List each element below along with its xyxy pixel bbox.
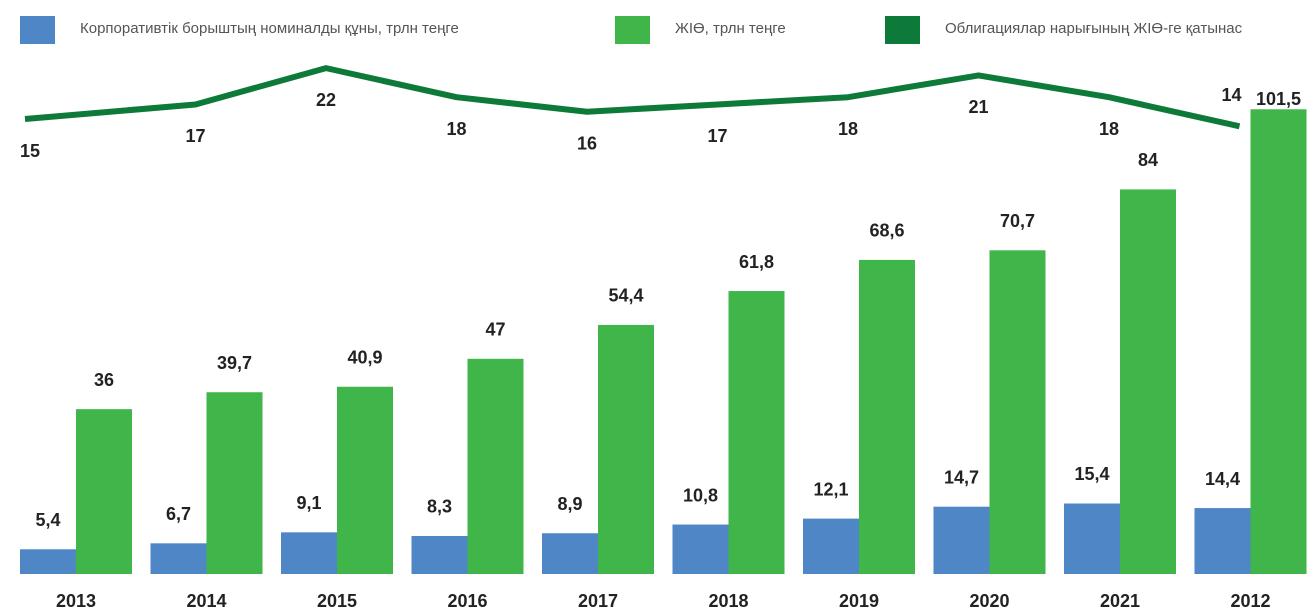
bar [989, 250, 1046, 574]
value-label: 18 [1099, 119, 1119, 139]
value-label: 15,4 [1074, 464, 1109, 484]
bar [281, 532, 337, 574]
legend-label: ЖІӨ, трлн теңге [675, 20, 786, 37]
legend-label: Облигациялар нарығының ЖІӨ-ге қатынас [945, 20, 1243, 37]
value-label: 36 [94, 370, 114, 390]
x-tick-label: 2019 [839, 591, 879, 611]
value-label: 10,8 [683, 485, 718, 505]
bar [1194, 508, 1251, 574]
value-label: 70,7 [1000, 211, 1035, 231]
value-label: 8,9 [557, 494, 582, 514]
value-label: 14,7 [944, 467, 979, 487]
bar [542, 533, 598, 574]
bar [933, 506, 990, 574]
value-label: 12,1 [813, 479, 848, 499]
value-label: 54,4 [608, 286, 643, 306]
value-label: 5,4 [35, 510, 60, 530]
value-label: 18 [446, 119, 466, 139]
value-label: 8,3 [427, 497, 452, 517]
value-label: 14 [1221, 85, 1241, 105]
x-tick-label: 2013 [56, 591, 96, 611]
bar [1064, 503, 1120, 574]
x-tick-label: 2016 [447, 591, 487, 611]
bar [1250, 109, 1307, 574]
x-tick-label: 2017 [578, 591, 618, 611]
value-label: 18 [838, 119, 858, 139]
value-label: 68,6 [869, 221, 904, 241]
value-label: 9,1 [296, 493, 321, 513]
value-label: 40,9 [347, 347, 382, 367]
legend-swatch [20, 16, 55, 44]
bar [206, 392, 263, 574]
line [24, 65, 1241, 130]
x-tick-label: 2015 [317, 591, 357, 611]
x-tick-label: 2021 [1100, 591, 1140, 611]
value-label: 84 [1138, 150, 1158, 170]
bar [337, 386, 393, 574]
value-label: 101,5 [1256, 89, 1301, 109]
value-label: 22 [316, 90, 336, 110]
value-label: 6,7 [166, 504, 191, 524]
bar [598, 324, 654, 574]
bar [803, 518, 859, 574]
bar [672, 524, 729, 574]
value-label: 15 [20, 141, 40, 161]
x-tick-label: 2012 [1230, 591, 1270, 611]
x-tick-label: 2014 [186, 591, 226, 611]
legend-swatch [615, 16, 650, 44]
value-label: 47 [485, 320, 505, 340]
bar [411, 535, 468, 574]
value-label: 61,8 [739, 252, 774, 272]
value-label: 39,7 [217, 353, 252, 373]
bar [76, 409, 132, 574]
bar [728, 291, 785, 574]
value-label: 14,4 [1205, 469, 1240, 489]
x-tick-label: 2020 [969, 591, 1009, 611]
value-label: 17 [185, 126, 205, 146]
value-label: 17 [707, 126, 727, 146]
legend-swatch [885, 16, 920, 44]
bar [1120, 189, 1176, 575]
bar [859, 259, 915, 574]
x-tick-label: 2018 [708, 591, 748, 611]
bar [150, 543, 207, 574]
legend-label: Корпоративтік борыштың номиналды құны, т… [80, 20, 459, 37]
value-label: 21 [968, 97, 988, 117]
value-label: 16 [577, 133, 597, 153]
bar [467, 358, 524, 574]
bar [20, 549, 76, 574]
